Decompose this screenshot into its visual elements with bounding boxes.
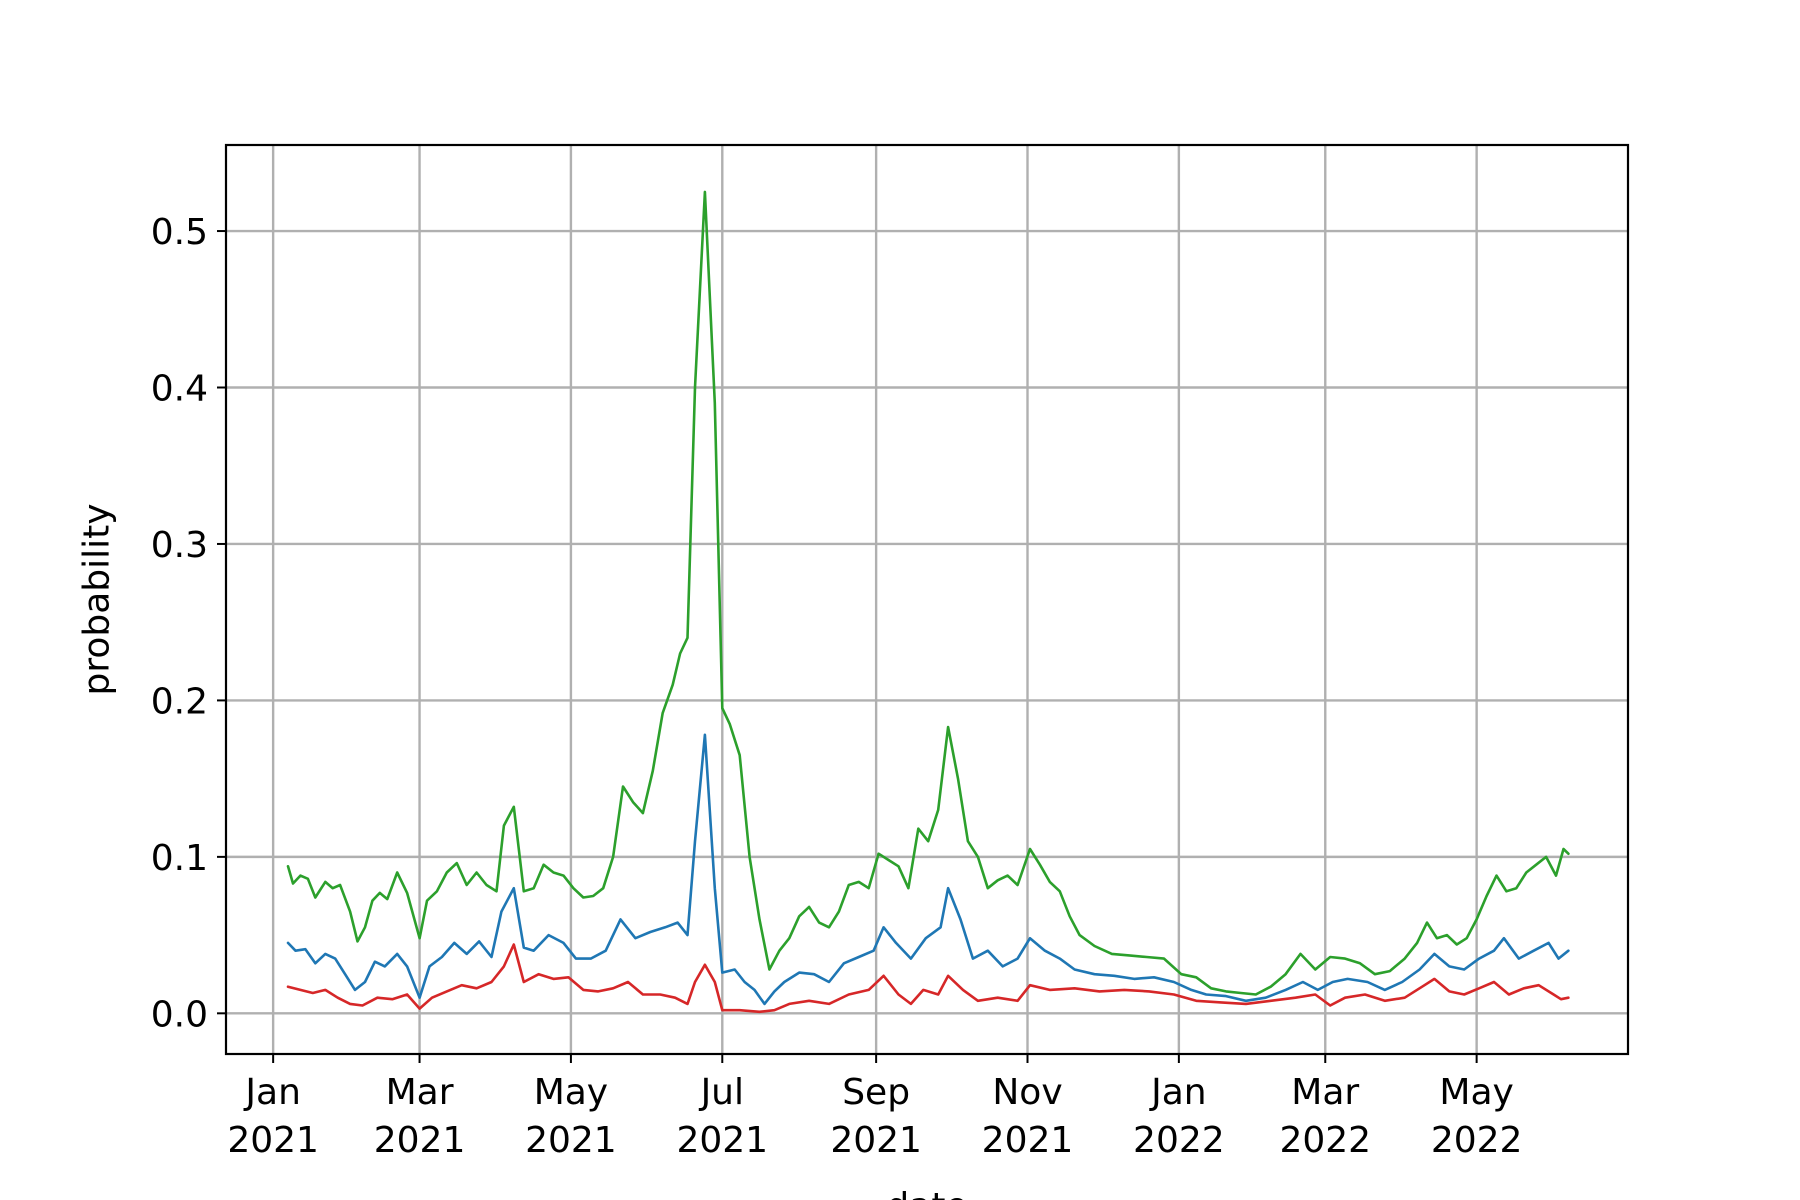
x-tick-label: 2021 (227, 1120, 319, 1161)
x-axis-label: date (886, 1186, 967, 1200)
x-tick-label: Mar (386, 1072, 454, 1113)
x-tick-label: May (534, 1072, 608, 1113)
x-tick-label: 2022 (1279, 1120, 1371, 1161)
y-tick-label: 0.1 (151, 838, 208, 879)
y-axis: 0.0 0.1 0.2 0.3 0.4 0.5 (151, 212, 226, 1035)
x-tick-label: 2021 (676, 1120, 768, 1161)
grid (226, 145, 1628, 1054)
x-tick-label: 2021 (830, 1120, 922, 1161)
x-tick-label: 2021 (525, 1120, 617, 1161)
x-tick-label: 2022 (1133, 1120, 1225, 1161)
y-tick-label: 0.5 (151, 212, 208, 253)
y-tick-label: 0.2 (151, 681, 208, 722)
x-tick-label: Jan (243, 1072, 301, 1113)
x-tick-label: Jan (1149, 1072, 1207, 1113)
series-line-3 (286, 943, 1570, 1014)
plot-frame (224, 143, 1630, 1056)
x-tick-label: 2022 (1431, 1120, 1523, 1161)
x-axis: Jan 2021 Mar 2021 May 2021 Jul 2021 Sep 2021 Nov 20… (227, 1054, 1522, 1161)
y-axis-label: probability (77, 503, 118, 695)
x-tick-label: Sep (842, 1072, 910, 1113)
series-line-1 (286, 190, 1570, 996)
x-tick-label: Jul (699, 1072, 744, 1113)
y-tick-label: 0.3 (151, 525, 208, 566)
series-line-2 (286, 733, 1570, 1006)
y-tick-label: 0.4 (151, 369, 208, 410)
y-tick-label: 0.0 (151, 994, 208, 1035)
x-tick-label: 2021 (982, 1120, 1074, 1161)
series-group (286, 190, 1570, 1014)
x-tick-label: May (1439, 1072, 1513, 1113)
x-tick-label: Mar (1291, 1072, 1359, 1113)
x-tick-label: Nov (992, 1072, 1062, 1113)
x-tick-label: 2021 (374, 1120, 466, 1161)
